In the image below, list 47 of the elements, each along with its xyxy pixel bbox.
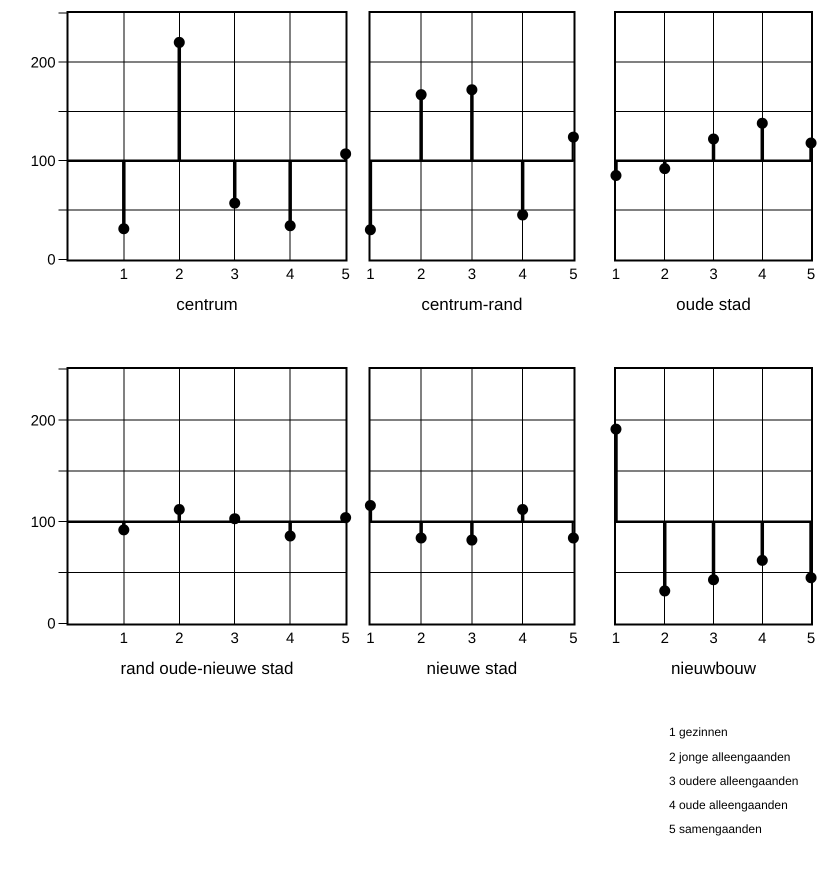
x-tick-label: 2 [660,266,669,284]
x-tick-label: 4 [758,630,766,648]
text: 5 samengaanden [669,822,762,836]
x-tick-label: 4 [758,266,766,284]
x-tick-label: 5 [806,630,816,648]
x-tick-label: 1 [612,266,620,284]
x-tick-label: 3 [468,630,476,648]
text: 3 oudere alleengaanden [669,774,798,788]
x-tick-label: 3 [468,266,476,284]
x-tick-label: 4 [518,630,527,648]
x-tick-label: 4 [286,266,294,284]
x-tick-label: 5 [341,630,350,648]
x-axis-title: centrum-rand [421,294,522,314]
x-tick-label: 4 [286,630,294,648]
x-tick-label: 3 [230,266,239,284]
x-axis-title: nieuwe stad [426,659,518,678]
x-axis-title: centrum [176,294,238,314]
x-tick-label: 5 [806,266,816,284]
text: 2 jonge alleengaanden [669,750,790,764]
x-axis-title: nieuwbouw [670,659,757,678]
x-tick-label: 1 [120,630,128,648]
y-tick-label: 0 [47,616,56,633]
y-tick-label: 100 [30,152,56,170]
text: 4 oude alleengaanden [669,798,788,812]
x-tick-label: 2 [175,266,184,284]
x-tick-label: 3 [709,630,718,648]
y-tick-label: 0 [47,252,56,269]
x-tick-label: 5 [569,266,578,284]
x-tick-label: 2 [660,630,669,648]
x-axis-title: rand oude-nieuwe stad [120,659,294,678]
x-tick-label: 1 [366,266,375,284]
x-tick-label: 3 [230,630,239,648]
x-tick-label: 2 [175,630,184,648]
x-tick-label: 4 [518,266,527,284]
x-tick-label: 5 [341,266,350,284]
text: 1 gezinnen [669,725,728,739]
x-tick-label: 2 [416,266,426,284]
x-tick-label: 1 [366,630,375,648]
x-tick-label: 1 [120,266,128,284]
y-tick-label: 200 [30,54,56,72]
x-tick-label: 1 [612,630,620,648]
x-axis-title: oude stad [676,294,751,314]
y-tick-label: 100 [30,514,56,531]
x-tick-label: 3 [709,266,718,284]
x-tick-label: 5 [569,630,578,648]
y-tick-label: 200 [30,412,56,430]
x-tick-label: 2 [416,630,426,648]
